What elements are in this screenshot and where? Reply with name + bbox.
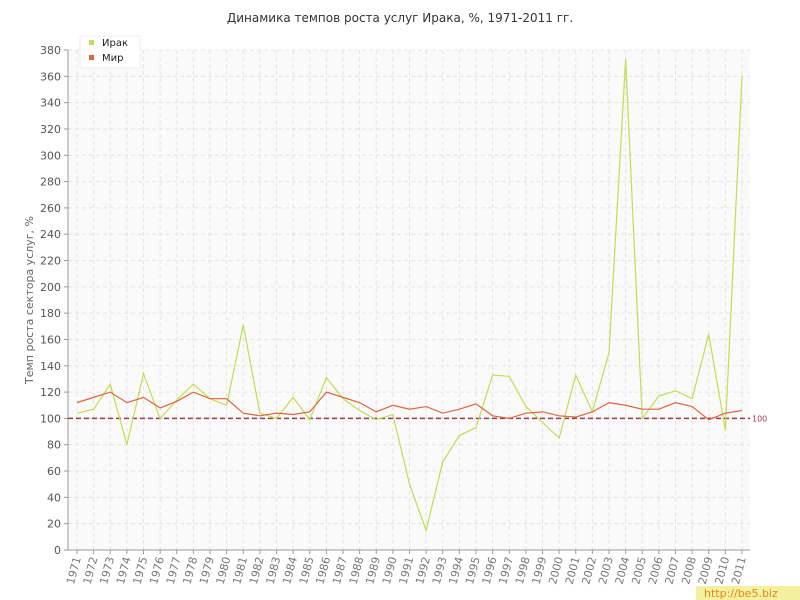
legend-swatch bbox=[89, 40, 94, 45]
y-tick-label: 300 bbox=[40, 149, 61, 162]
reference-label: 100 bbox=[752, 414, 767, 423]
y-tick-label: 340 bbox=[40, 97, 61, 110]
y-tick-label: 120 bbox=[40, 386, 61, 399]
y-tick-label: 140 bbox=[40, 360, 61, 373]
y-tick-label: 20 bbox=[47, 518, 61, 531]
plot-area bbox=[68, 50, 750, 550]
y-tick-label: 280 bbox=[40, 176, 61, 189]
y-tick-label: 0 bbox=[54, 544, 61, 557]
chart-title: Динамика темпов роста услуг Ирака, %, 19… bbox=[227, 11, 573, 25]
watermark-box bbox=[696, 586, 800, 600]
series-line bbox=[76, 391, 743, 421]
watermark: http://be5.biz bbox=[704, 587, 778, 600]
y-tick-label: 60 bbox=[47, 465, 61, 478]
legend-label: Мир bbox=[102, 53, 123, 64]
y-tick-label: 100 bbox=[40, 412, 61, 425]
series-line bbox=[76, 59, 743, 533]
y-tick-label: 160 bbox=[40, 333, 61, 346]
y-tick-label: 360 bbox=[40, 70, 61, 83]
legend-label: Ирак bbox=[102, 38, 128, 49]
y-tick-label: 260 bbox=[40, 202, 61, 215]
y-tick-label: 180 bbox=[40, 307, 61, 320]
legend-swatch bbox=[89, 55, 94, 60]
y-tick-label: 380 bbox=[40, 44, 61, 57]
y-tick-label: 80 bbox=[47, 439, 61, 452]
y-tick-label: 240 bbox=[40, 228, 61, 241]
y-tick-label: 320 bbox=[40, 123, 61, 136]
y-tick-label: 200 bbox=[40, 281, 61, 294]
y-axis-label: Темп роста сектора услуг, % bbox=[23, 216, 36, 385]
y-tick-label: 220 bbox=[40, 255, 61, 268]
y-tick-label: 40 bbox=[47, 491, 61, 504]
legend-box bbox=[79, 35, 141, 69]
